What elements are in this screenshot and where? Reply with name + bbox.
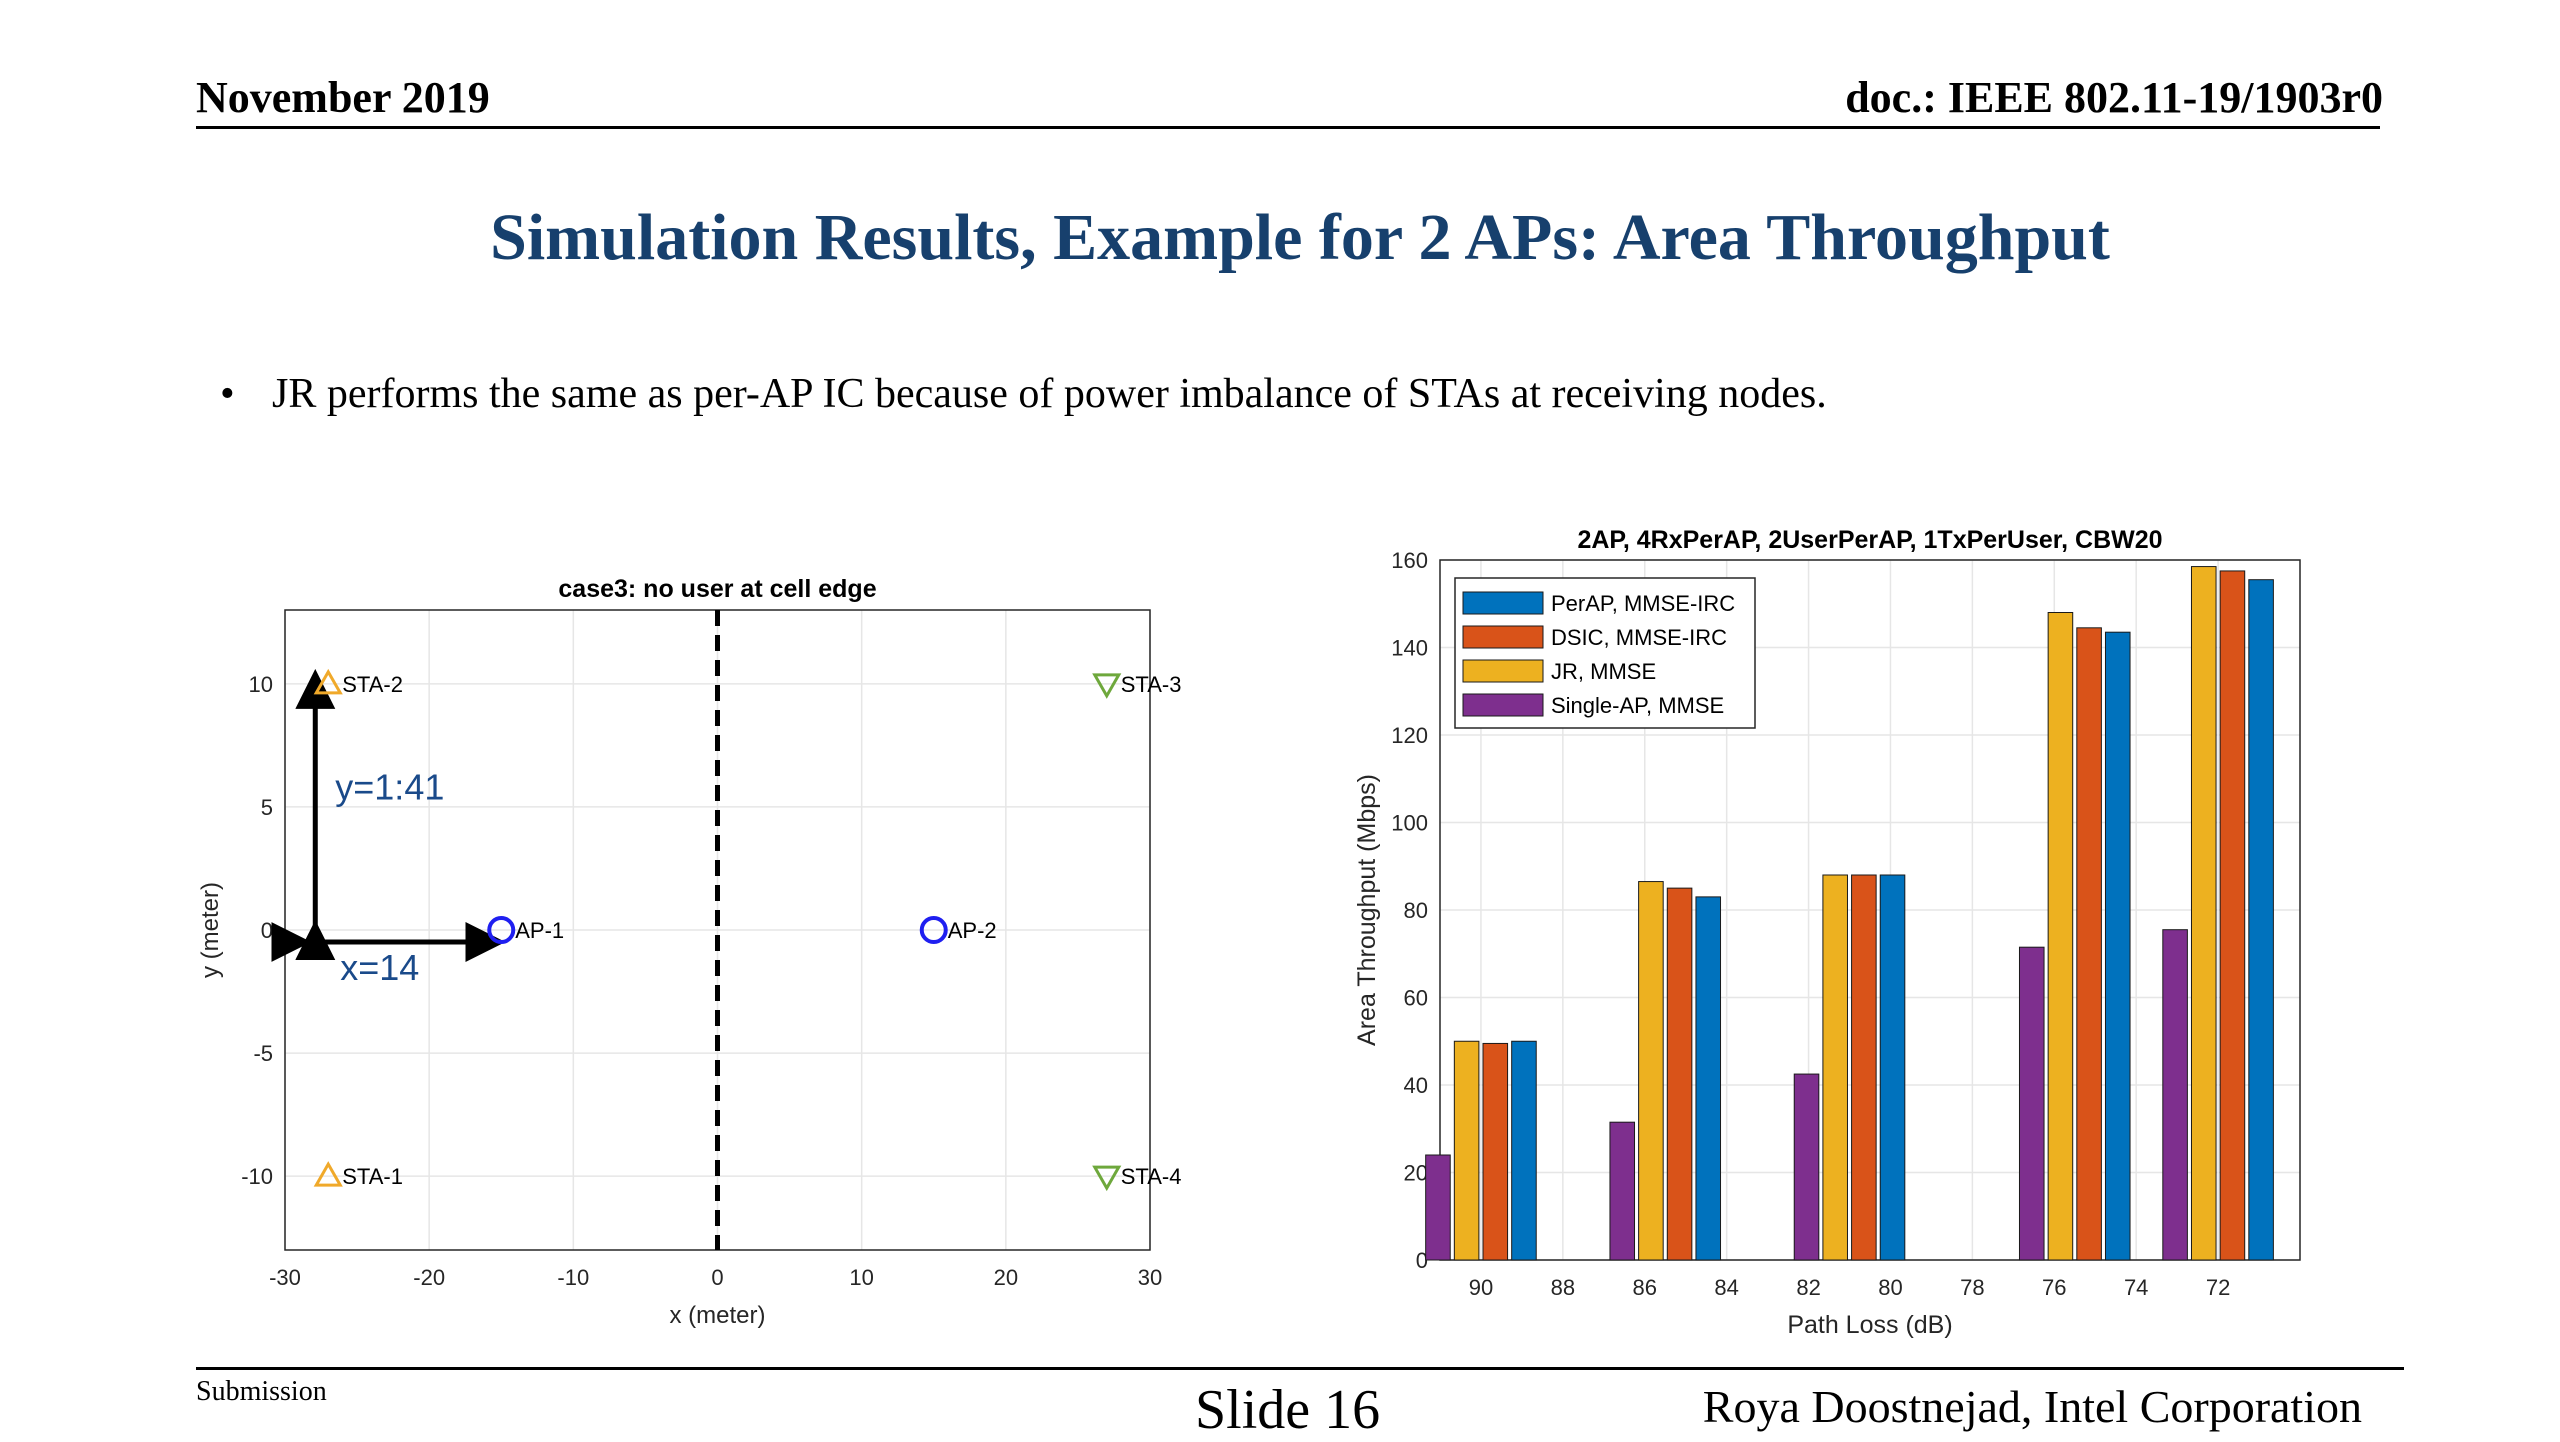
y-tick-label: 120	[1391, 723, 1428, 748]
bar	[1609, 1121, 1636, 1261]
legend-label: DSIC, MMSE-IRC	[1551, 625, 1727, 650]
x-axis-label: x (meter)	[670, 1302, 766, 1329]
legend-label: PerAP, MMSE-IRC	[1551, 591, 1735, 616]
x-tick-label: 76	[2042, 1275, 2066, 1300]
y-tick-label: 60	[1404, 986, 1428, 1011]
x-tick-label: 72	[2206, 1275, 2230, 1300]
bar	[1879, 874, 1906, 1261]
sta-marker	[313, 668, 343, 695]
x-tick-label: 80	[1878, 1275, 1902, 1300]
footer-divider	[196, 1367, 2404, 1370]
bar	[1695, 896, 1722, 1261]
x-tick-label: -30	[269, 1265, 301, 1290]
point-label: STA-1	[342, 1164, 403, 1189]
bar	[2076, 627, 2102, 1261]
header-date: November 2019	[196, 73, 490, 122]
y-tick-label: 0	[261, 918, 273, 943]
y-tick-label: 160	[1391, 548, 1428, 573]
y-tick-label: 0	[1416, 1248, 1428, 1273]
footer-author: Roya Doostnejad, Intel Corporation	[1702, 1381, 2362, 1432]
bar	[2018, 946, 2045, 1261]
header-doc-id: doc.: IEEE 802.11-19/1903r0	[1845, 73, 2383, 122]
x-tick-label: 10	[849, 1265, 873, 1290]
y-axis-label: y (meter)	[197, 882, 224, 978]
y-axis-label: Area Throughput (Mbps)	[1353, 774, 1381, 1046]
x-tick-label: 30	[1138, 1265, 1162, 1290]
x-tick-label: 90	[1469, 1275, 1493, 1300]
y-tick-label: -10	[241, 1164, 273, 1189]
y-tick-label: 20	[1404, 1161, 1428, 1186]
sta-marker	[313, 1161, 343, 1187]
x-tick-label: 20	[994, 1265, 1018, 1290]
y-tick-label: 40	[1404, 1073, 1428, 1098]
bar-chart: 90 88 86 84 82 80 78 76 74 72 0 20 40 60 80 100 120 140 16…	[1353, 526, 2301, 1339]
bar	[2047, 612, 2074, 1261]
bullet-text: JR performs the same as per-AP IC becaus…	[272, 371, 1827, 417]
x-tick-label: -20	[413, 1265, 445, 1290]
ap-marker	[919, 916, 948, 944]
x-tick-label: 84	[1714, 1275, 1738, 1300]
bar	[1851, 874, 1877, 1261]
bar	[1822, 874, 1848, 1261]
chart-title: case3: no user at cell edge	[558, 575, 876, 603]
x-value-annotation: x=14	[340, 947, 419, 988]
legend-swatch	[1462, 659, 1544, 683]
legend-label: Single-AP, MMSE	[1551, 693, 1724, 718]
legend-swatch	[1462, 693, 1544, 717]
bar	[1793, 1073, 1820, 1261]
point-label: STA-2	[342, 672, 403, 697]
scatter-chart: -30 -20 -10 0 10 20 30 -10 -5 0 5 10 case3: no user …	[197, 575, 1182, 1329]
x-axis-label: Path Loss (dB)	[1787, 1311, 1952, 1339]
bar	[1666, 887, 1693, 1261]
sta-marker	[1092, 1165, 1122, 1192]
sta-marker	[1092, 673, 1122, 699]
bar	[1482, 1042, 1509, 1261]
footer-slide-number: Slide 16	[1195, 1379, 1381, 1441]
x-tick-label: 88	[1551, 1275, 1575, 1300]
bar	[1638, 881, 1664, 1261]
ap-marker	[487, 916, 516, 944]
bar	[2219, 570, 2246, 1261]
y-tick-label: 140	[1391, 636, 1428, 661]
bar	[2190, 566, 2217, 1261]
legend-label: JR, MMSE	[1551, 659, 1656, 684]
legend-swatch	[1462, 591, 1544, 615]
bar	[2162, 929, 2188, 1261]
y-tick-label: -5	[253, 1041, 273, 1066]
y-range-annotation: y=1:41	[335, 767, 444, 808]
point-label: STA-4	[1121, 1164, 1182, 1189]
y-tick-label: 5	[261, 795, 273, 820]
bar	[1453, 1040, 1480, 1261]
y-tick-label: 100	[1391, 811, 1428, 836]
x-tick-label: 78	[1960, 1275, 1984, 1300]
y-tick-label: 10	[249, 672, 273, 697]
x-tick-label: 74	[2124, 1275, 2148, 1300]
bar	[2104, 631, 2131, 1261]
x-tick-label: 0	[711, 1265, 723, 1290]
footer-submission: Submission	[196, 1376, 327, 1407]
x-tick-label: -10	[557, 1265, 589, 1290]
y-tick-label: 80	[1404, 898, 1428, 923]
legend-swatch	[1462, 625, 1544, 649]
point-label: AP-2	[948, 918, 997, 943]
x-tick-label: 86	[1633, 1275, 1657, 1300]
bullet-glyph: •	[220, 371, 235, 417]
header-divider	[196, 126, 2380, 129]
point-label: STA-3	[1121, 672, 1182, 697]
bar	[2248, 579, 2274, 1261]
chart-title: 2AP, 4RxPerAP, 2UserPerAP, 1TxPerUser, C…	[1577, 526, 2162, 554]
point-label: AP-1	[515, 918, 564, 943]
bar	[1511, 1040, 1537, 1261]
slide-title: Simulation Results, Example for 2 APs: A…	[490, 201, 2110, 274]
bar	[1425, 1154, 1451, 1261]
x-tick-label: 82	[1796, 1275, 1820, 1300]
